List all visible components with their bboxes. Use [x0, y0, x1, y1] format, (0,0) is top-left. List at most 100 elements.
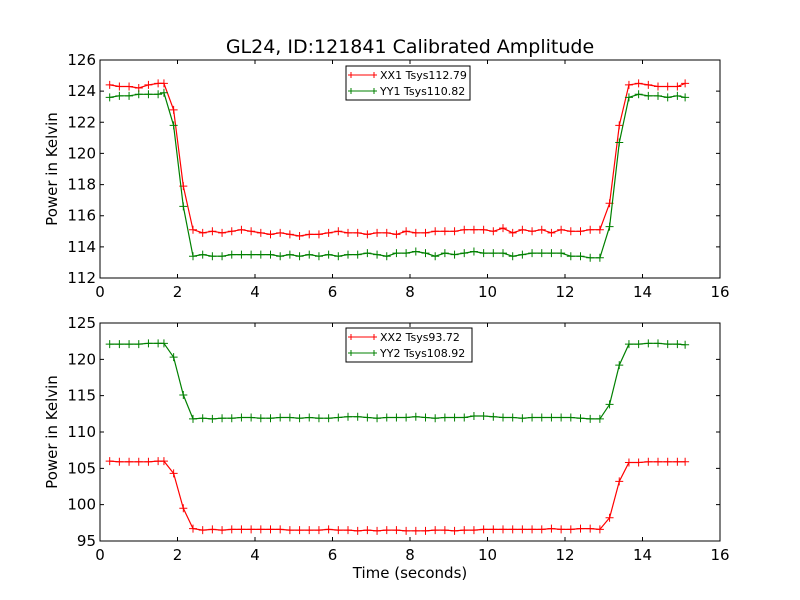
data-point: [237, 525, 246, 534]
data-point: [305, 230, 314, 239]
y-tick-label: 125: [67, 314, 96, 332]
legend-swatch: [348, 88, 377, 94]
x-tick-label: 0: [95, 546, 105, 564]
y-tick-label: 100: [67, 496, 96, 514]
data-point: [576, 524, 585, 533]
data-point: [247, 250, 256, 259]
data-point: [373, 414, 382, 423]
data-point: [373, 228, 382, 237]
data-point: [334, 227, 343, 236]
data-point: [469, 526, 478, 535]
data-point: [144, 90, 153, 99]
data-point: [227, 250, 236, 259]
data-point: [615, 121, 624, 130]
x-tick-label: 10: [478, 546, 497, 564]
data-point: [489, 249, 498, 258]
data-point: [218, 414, 227, 423]
data-point: [499, 525, 507, 534]
data-point: [115, 340, 124, 349]
data-point: [295, 414, 304, 423]
data-point: [266, 230, 275, 239]
data-point: [663, 93, 672, 102]
data-point: [134, 340, 143, 349]
data-point: [440, 227, 449, 236]
data-point: [344, 412, 352, 421]
plot-panel-1: 0 2 4 6 8 10 12 14 16 112 114 116 118 120 122 124 126 Pow…: [43, 51, 730, 301]
data-point: [256, 250, 265, 259]
data-point: [198, 228, 207, 237]
data-point: [547, 524, 556, 533]
data-point: [681, 340, 690, 349]
data-point: [256, 525, 265, 534]
data-point: [576, 227, 585, 236]
data-point: [663, 457, 672, 466]
data-point: [256, 414, 265, 423]
x-tick-label: 8: [405, 283, 415, 301]
data-point: [179, 390, 188, 399]
x-tick-label: 16: [710, 546, 729, 564]
x-tick-label: 2: [173, 283, 183, 301]
data-point: [285, 413, 294, 422]
data-point: [586, 414, 595, 423]
data-point: [479, 412, 488, 421]
data-point: [595, 225, 604, 234]
data-point: [479, 225, 488, 234]
data-point: [105, 93, 114, 102]
data-point: [144, 80, 153, 89]
legend-label: XX1 Tsys112.79: [380, 69, 467, 82]
data-point: [227, 525, 236, 534]
data-point: [324, 228, 333, 237]
data-point: [382, 526, 391, 535]
data-point: [450, 526, 459, 535]
data-point: [169, 105, 178, 114]
data-point: [644, 91, 653, 100]
x-tick-label: 14: [633, 283, 652, 301]
data-point: [605, 400, 614, 409]
data-point: [566, 252, 575, 261]
data-point: [624, 93, 633, 102]
data-point: [411, 526, 420, 535]
data-point: [634, 79, 643, 88]
data-point: [208, 252, 217, 261]
data-point: [566, 227, 575, 236]
data-point: [353, 526, 362, 535]
data-point: [654, 82, 662, 91]
data-point: [144, 339, 153, 348]
data-point: [644, 339, 653, 348]
data-point: [557, 225, 566, 234]
data-point: [431, 526, 440, 535]
x-tick-label: 4: [250, 283, 260, 301]
y-tick-label: 118: [67, 176, 96, 194]
data-point: [615, 477, 624, 486]
data-point: [218, 252, 227, 261]
data-point: [469, 412, 478, 421]
x-tick-label: 10: [478, 283, 497, 301]
data-point: [421, 249, 430, 258]
data-point: [334, 252, 343, 261]
chart-title: GL24, ID:121841 Calibrated Amplitude: [226, 36, 594, 58]
data-point: [218, 526, 227, 535]
data-point: [537, 249, 546, 258]
legend-label: XX2 Tsys93.72: [380, 331, 460, 344]
data-point: [353, 412, 362, 421]
legend-swatch: [348, 72, 377, 78]
y-tick-label: 112: [67, 269, 96, 287]
data-point: [314, 526, 323, 535]
data-point: [276, 525, 285, 534]
data-point: [266, 250, 275, 259]
legend-box: [345, 327, 473, 363]
data-point: [557, 525, 566, 534]
data-point: [353, 250, 362, 259]
data-point: [169, 469, 178, 478]
x-tick-label: 14: [633, 546, 652, 564]
y-axis-label: Power in Kelvin: [43, 112, 61, 226]
data-point: [105, 340, 114, 349]
data-point: [518, 414, 527, 423]
data-point: [363, 230, 372, 239]
data-point: [169, 353, 178, 362]
data-point: [450, 227, 459, 236]
data-point: [431, 414, 440, 423]
y-tick-label: 115: [67, 387, 96, 405]
data-point: [528, 227, 537, 236]
y-tick-label: 105: [67, 459, 96, 477]
